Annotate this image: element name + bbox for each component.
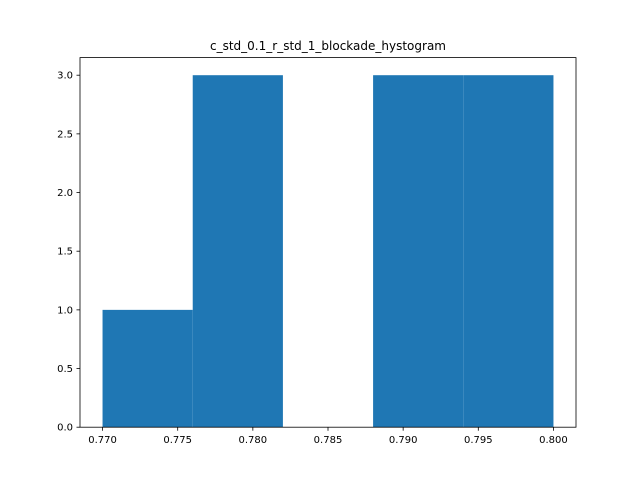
x-tick-label-0: 0.770 xyxy=(88,435,117,446)
x-axis: 0.770 0.775 0.780 0.785 0.790 0.795 0.800 xyxy=(88,427,568,446)
plot-frame xyxy=(79,57,577,428)
x-tick-label-3: 0.785 xyxy=(314,435,343,446)
x-tick-label-6: 0.800 xyxy=(539,435,568,446)
histogram-bar-0 xyxy=(102,309,193,428)
x-tick-label-2: 0.780 xyxy=(239,435,268,446)
y-tick-label-2: 1.0 xyxy=(57,305,73,316)
x-tick-label-1: 0.775 xyxy=(163,435,192,446)
y-axis: 0.0 0.5 1.0 1.5 2.0 2.5 3.0 xyxy=(57,71,80,434)
y-tick-label-6: 3.0 xyxy=(57,71,73,82)
bars-group xyxy=(102,75,554,428)
y-tick-label-0: 0.0 xyxy=(57,423,73,434)
x-tick-label-5: 0.795 xyxy=(464,435,493,446)
chart-title: c_std_0.1_r_std_1_blockade_hystogram xyxy=(210,39,446,53)
x-tick-label-4: 0.790 xyxy=(389,435,418,446)
y-tick-label-3: 1.5 xyxy=(57,247,73,258)
y-tick-label-1: 0.5 xyxy=(57,364,73,375)
histogram-bar-4 xyxy=(463,75,554,428)
y-tick-label-5: 2.5 xyxy=(57,129,73,140)
histogram-bar-1 xyxy=(192,75,283,428)
y-tick-label-4: 2.0 xyxy=(57,188,73,199)
histogram-bar-3 xyxy=(373,75,464,428)
